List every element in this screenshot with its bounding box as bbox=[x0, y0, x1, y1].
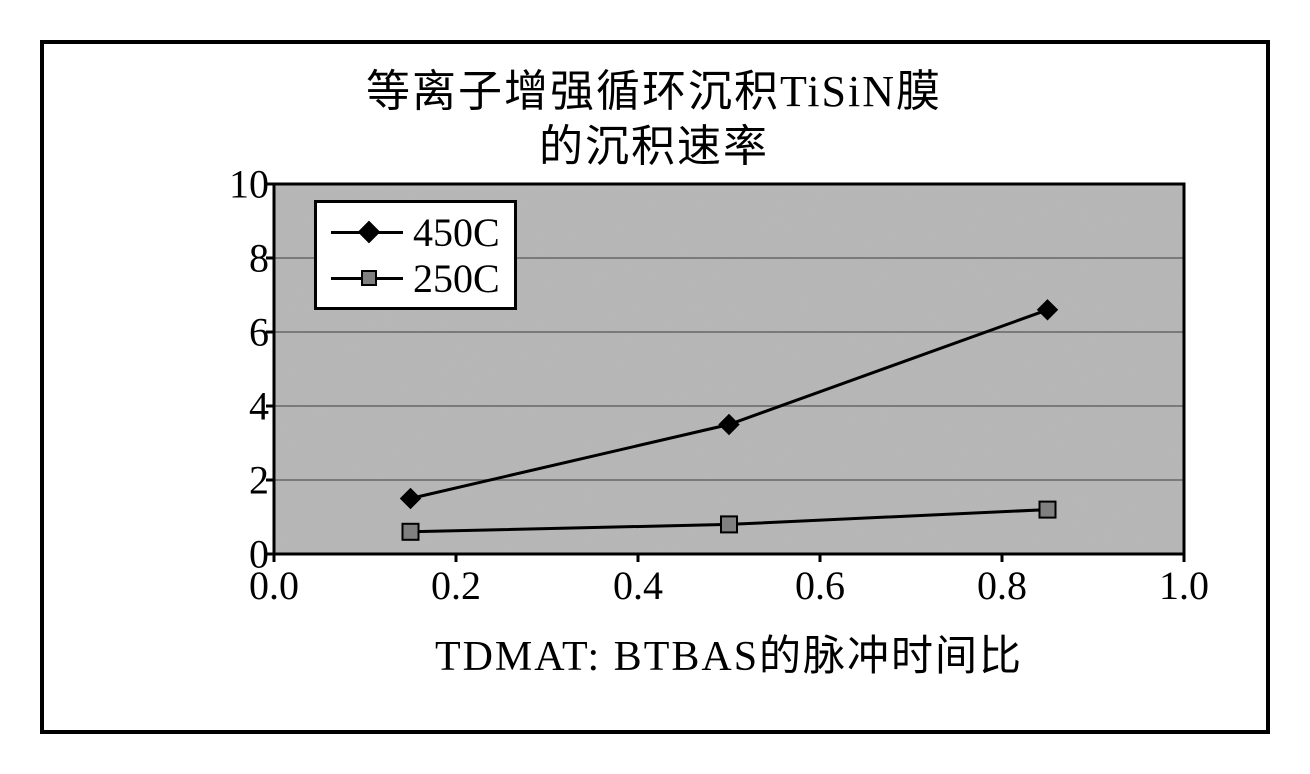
x-tick-label: 0.0 bbox=[249, 562, 299, 609]
legend-line-icon bbox=[331, 277, 403, 280]
x-tick-label: 1.0 bbox=[1159, 562, 1209, 609]
y-tick-label: 10 bbox=[214, 161, 269, 208]
outer-frame: 等离子增强循环沉积TiSiN膜 的沉积速率 沉积速率[A/循环] 0246810… bbox=[40, 40, 1270, 734]
x-axis-ticks: 0.00.20.40.60.81.0 bbox=[274, 562, 1184, 612]
x-tick-label: 0.4 bbox=[613, 562, 663, 609]
x-tick-label: 0.6 bbox=[795, 562, 845, 609]
legend-label: 250C bbox=[413, 255, 500, 302]
y-tick-label: 4 bbox=[214, 383, 269, 430]
y-axis-ticks: 0246810 bbox=[214, 184, 269, 554]
legend: 450C250C bbox=[314, 200, 517, 310]
diamond-marker-icon bbox=[358, 220, 381, 243]
chart-title-line2: 的沉积速率 bbox=[104, 119, 1204, 174]
y-tick-label: 6 bbox=[214, 309, 269, 356]
y-tick-label: 2 bbox=[214, 457, 269, 504]
chart-container: 等离子增强循环沉积TiSiN膜 的沉积速率 沉积速率[A/循环] 0246810… bbox=[104, 64, 1204, 714]
square-marker-icon bbox=[361, 270, 377, 286]
x-tick-label: 0.8 bbox=[977, 562, 1027, 609]
chart-title-line1: 等离子增强循环沉积TiSiN膜 bbox=[104, 64, 1204, 119]
plot-area: 450C250C bbox=[274, 184, 1184, 554]
chart-title: 等离子增强循环沉积TiSiN膜 的沉积速率 bbox=[104, 64, 1204, 174]
x-axis-label: TDMAT: BTBAS的脉冲时间比 bbox=[274, 622, 1184, 683]
legend-item: 450C bbox=[331, 209, 500, 255]
y-tick-label: 8 bbox=[214, 235, 269, 282]
x-tick-label: 0.2 bbox=[431, 562, 481, 609]
legend-label: 450C bbox=[413, 209, 500, 256]
legend-item: 250C bbox=[331, 255, 500, 301]
legend-line-icon bbox=[331, 231, 403, 234]
